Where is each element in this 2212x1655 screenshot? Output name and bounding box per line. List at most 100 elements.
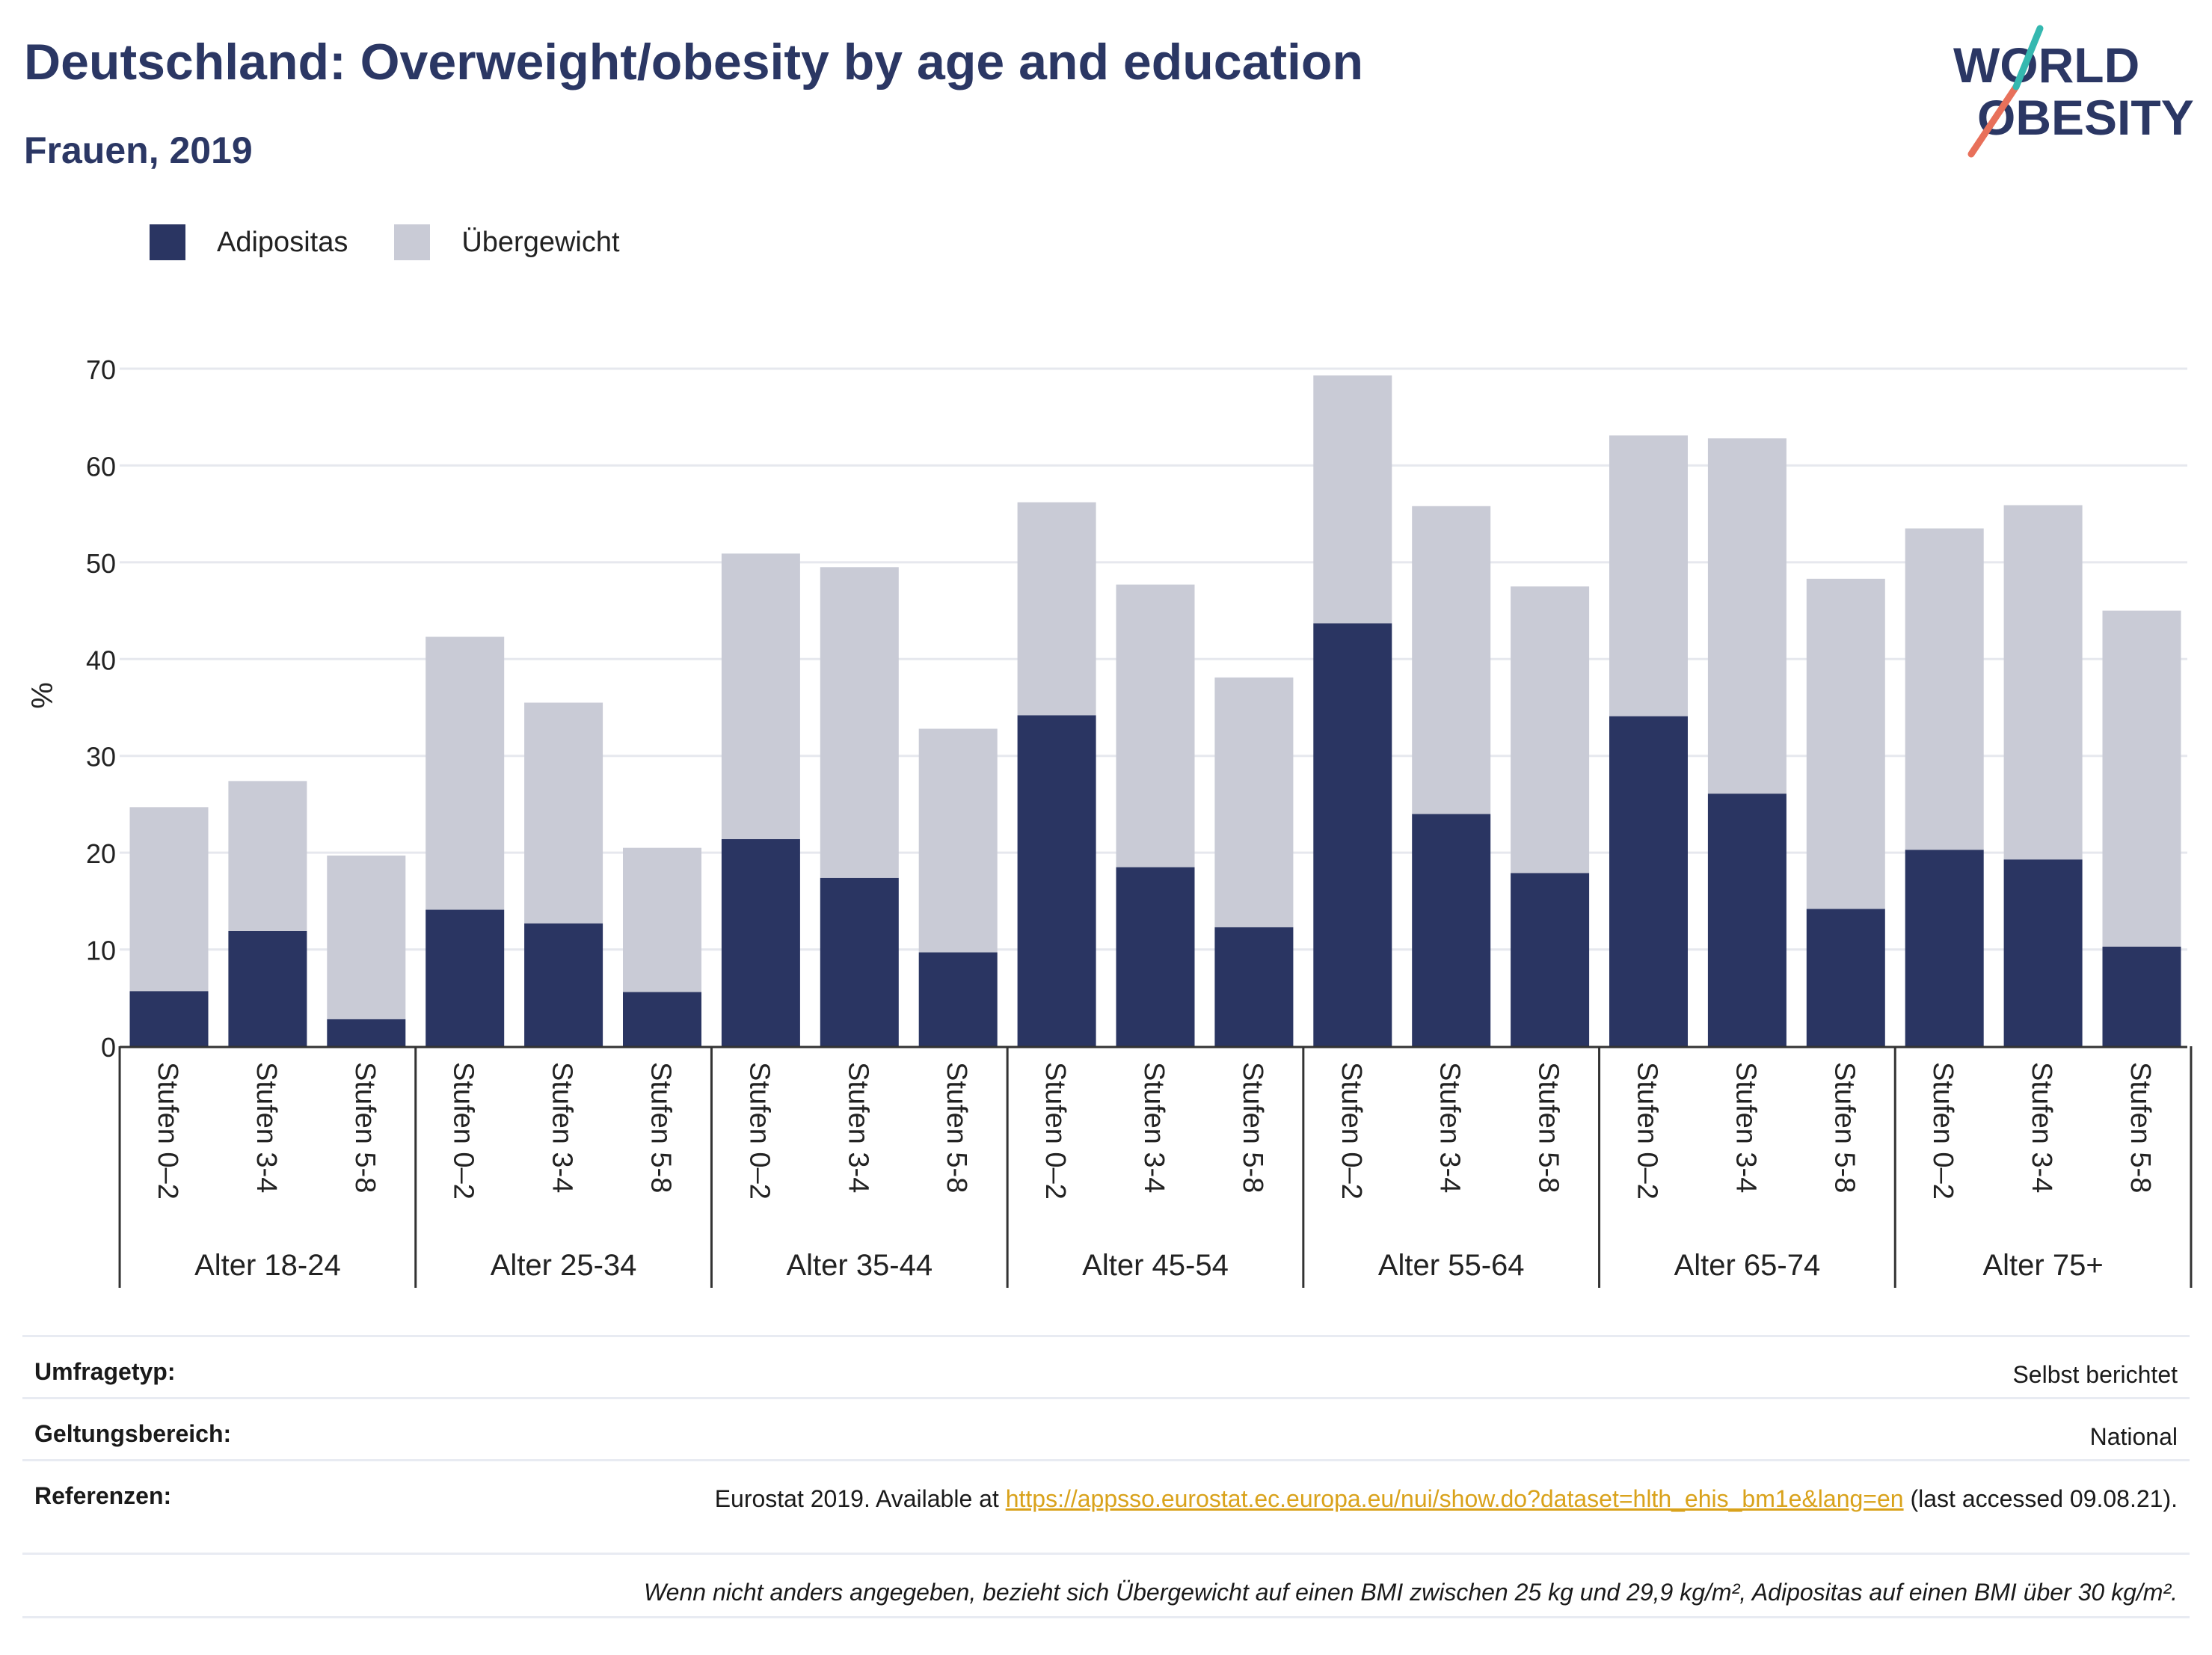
- x-group-label: Alter 55-64: [1378, 1249, 1525, 1282]
- bar-obesity: [1313, 623, 1392, 1046]
- x-subcategory-label: Stufen 3-4: [1138, 1062, 1170, 1193]
- bar-overweight: [1806, 578, 1885, 909]
- bar-obesity: [1017, 715, 1096, 1046]
- logo-text-world: WORLD: [1953, 37, 2139, 93]
- bar-overweight: [327, 856, 406, 1019]
- bar-overweight: [1707, 438, 1787, 794]
- survey-type-label: Umfragetyp:: [34, 1358, 176, 1385]
- x-group-label: Alter 35-44: [786, 1249, 933, 1282]
- survey-type-value: Selbst berichtet: [2012, 1361, 2178, 1388]
- bar-obesity: [425, 909, 505, 1046]
- bar-overweight: [1313, 375, 1392, 624]
- bar-overweight: [1116, 584, 1195, 868]
- x-group-label: Alter 65-74: [1674, 1249, 1821, 1282]
- bar-overweight: [918, 728, 998, 953]
- legend-swatch-overweight: [394, 224, 431, 260]
- bmi-definition-note: Wenn nicht anders angegeben, bezieht sic…: [644, 1579, 2178, 1606]
- bar-obesity: [721, 839, 800, 1046]
- bar-overweight: [1905, 528, 1984, 850]
- reference-suffix: (last accessed 09.08.21).: [1903, 1485, 2178, 1512]
- meta-row-note: Wenn nicht anders angegeben, bezieht sic…: [22, 1553, 2190, 1618]
- x-subcategory-label: Stufen 0–2: [448, 1062, 479, 1200]
- bar-overweight: [2003, 505, 2083, 860]
- legend-item-overweight[interactable]: Übergewicht: [394, 224, 620, 260]
- reference-link[interactable]: https://appsso.eurostat.ec.europa.eu/nui…: [1005, 1485, 1904, 1512]
- bar-obesity: [1116, 867, 1195, 1046]
- chart-legend: Adipositas Übergewicht: [150, 220, 666, 265]
- bar-overweight: [1412, 506, 1491, 814]
- bar-overweight: [623, 847, 701, 992]
- bar-obesity: [623, 992, 701, 1046]
- x-subcategory-label: Stufen 5-8: [2125, 1062, 2156, 1193]
- legend-swatch-obesity: [150, 224, 185, 260]
- bar-obesity: [1707, 793, 1787, 1046]
- chart-labels: 0 10 20 30 40 50 60 70% Stufen 0–2 Stufen 3-4 Stuf…: [26, 354, 2156, 1282]
- bar-overweight: [228, 781, 307, 931]
- bar-overweight: [524, 702, 603, 924]
- x-subcategory-label: Stufen 0–2: [1336, 1062, 1367, 1200]
- bar-obesity: [918, 952, 998, 1046]
- x-subcategory-label: Stufen 5-8: [349, 1062, 381, 1193]
- x-subcategory-label: Stufen 5-8: [1828, 1062, 1860, 1193]
- bar-obesity: [2102, 946, 2181, 1046]
- logo-stroke-coral: [1967, 83, 2020, 158]
- x-subcategory-label: Stufen 0–2: [1039, 1062, 1071, 1200]
- bar-obesity: [1511, 873, 1590, 1046]
- meta-row-references: Referenzen: Eurostat 2019. Available at …: [22, 1459, 2190, 1553]
- bar-obesity: [327, 1019, 406, 1046]
- x-group-label: Alter 25-34: [491, 1249, 637, 1282]
- x-group-label: Alter 18-24: [194, 1249, 341, 1282]
- y-tick-label: 50: [86, 548, 116, 579]
- reference-prefix: Eurostat 2019. Available at: [714, 1485, 1006, 1512]
- x-subcategory-label: Stufen 3-4: [1730, 1062, 1761, 1193]
- x-subcategory-label: Stufen 5-8: [941, 1062, 972, 1193]
- bar-obesity: [820, 877, 899, 1046]
- bar-overweight: [425, 636, 505, 910]
- x-subcategory-label: Stufen 5-8: [1237, 1062, 1268, 1193]
- chart-title: Deutschland: Overweight/obesity by age a…: [24, 34, 1364, 90]
- bar-overweight: [1609, 435, 1688, 716]
- x-subcategory-label: Stufen 0–2: [743, 1062, 775, 1200]
- x-subcategory-label: Stufen 0–2: [1632, 1062, 1663, 1200]
- scope-value: National: [2089, 1423, 2178, 1450]
- y-tick-label: 40: [86, 645, 116, 675]
- world-obesity-logo: WORLD OBESITY: [1953, 25, 2194, 158]
- bar-obesity: [2003, 859, 2083, 1046]
- bar-obesity: [1412, 814, 1491, 1046]
- x-subcategory-label: Stufen 3-4: [251, 1062, 282, 1193]
- bar-overweight: [820, 567, 899, 878]
- legend-label-overweight: Übergewicht: [461, 226, 620, 258]
- x-subcategory-label: Stufen 0–2: [1927, 1062, 1958, 1200]
- bar-obesity: [1806, 909, 1885, 1046]
- x-subcategory-label: Stufen 3-4: [2026, 1062, 2057, 1193]
- bar-obesity: [129, 991, 209, 1046]
- x-group-label: Alter 45-54: [1082, 1249, 1229, 1282]
- bar-obesity: [524, 923, 603, 1046]
- y-tick-label: 20: [86, 838, 116, 869]
- bar-overweight: [2102, 610, 2181, 947]
- x-subcategory-label: Stufen 3-4: [842, 1062, 873, 1193]
- logo-stroke-teal: [2012, 25, 2044, 90]
- references-value: Eurostat 2019. Available at https://apps…: [532, 1482, 2178, 1515]
- chart-axes: [118, 1045, 2193, 1288]
- y-tick-label: 10: [86, 936, 116, 966]
- meta-row-survey: Umfragetyp: Selbst berichtet: [22, 1335, 2190, 1397]
- x-subcategory-label: Stufen 0–2: [152, 1062, 183, 1200]
- metadata-table: Umfragetyp: Selbst berichtet Geltungsber…: [22, 1335, 2190, 1618]
- bar-obesity: [1214, 927, 1294, 1046]
- stacked-bar-chart: 0 10 20 30 40 50 60 70% Stufen 0–2 Stufen 3-4 Stuf…: [26, 354, 2193, 1288]
- bar-overweight: [721, 553, 800, 840]
- chart-subtitle: Frauen, 2019: [24, 129, 253, 171]
- bar-overweight: [129, 807, 209, 992]
- bar-obesity: [228, 930, 307, 1046]
- chart-bars: [129, 375, 2181, 1046]
- y-tick-label: 0: [101, 1032, 116, 1063]
- x-subcategory-label: Stufen 3-4: [547, 1062, 578, 1193]
- logo-text-obesity: OBESITY: [1977, 90, 2194, 145]
- legend-item-obesity[interactable]: Adipositas: [150, 224, 348, 260]
- scope-label: Geltungsbereich:: [34, 1420, 232, 1447]
- y-axis-label: %: [26, 682, 59, 709]
- meta-row-scope: Geltungsbereich: National: [22, 1397, 2190, 1459]
- bar-obesity: [1905, 850, 1984, 1046]
- x-subcategory-label: Stufen 5-8: [1533, 1062, 1564, 1193]
